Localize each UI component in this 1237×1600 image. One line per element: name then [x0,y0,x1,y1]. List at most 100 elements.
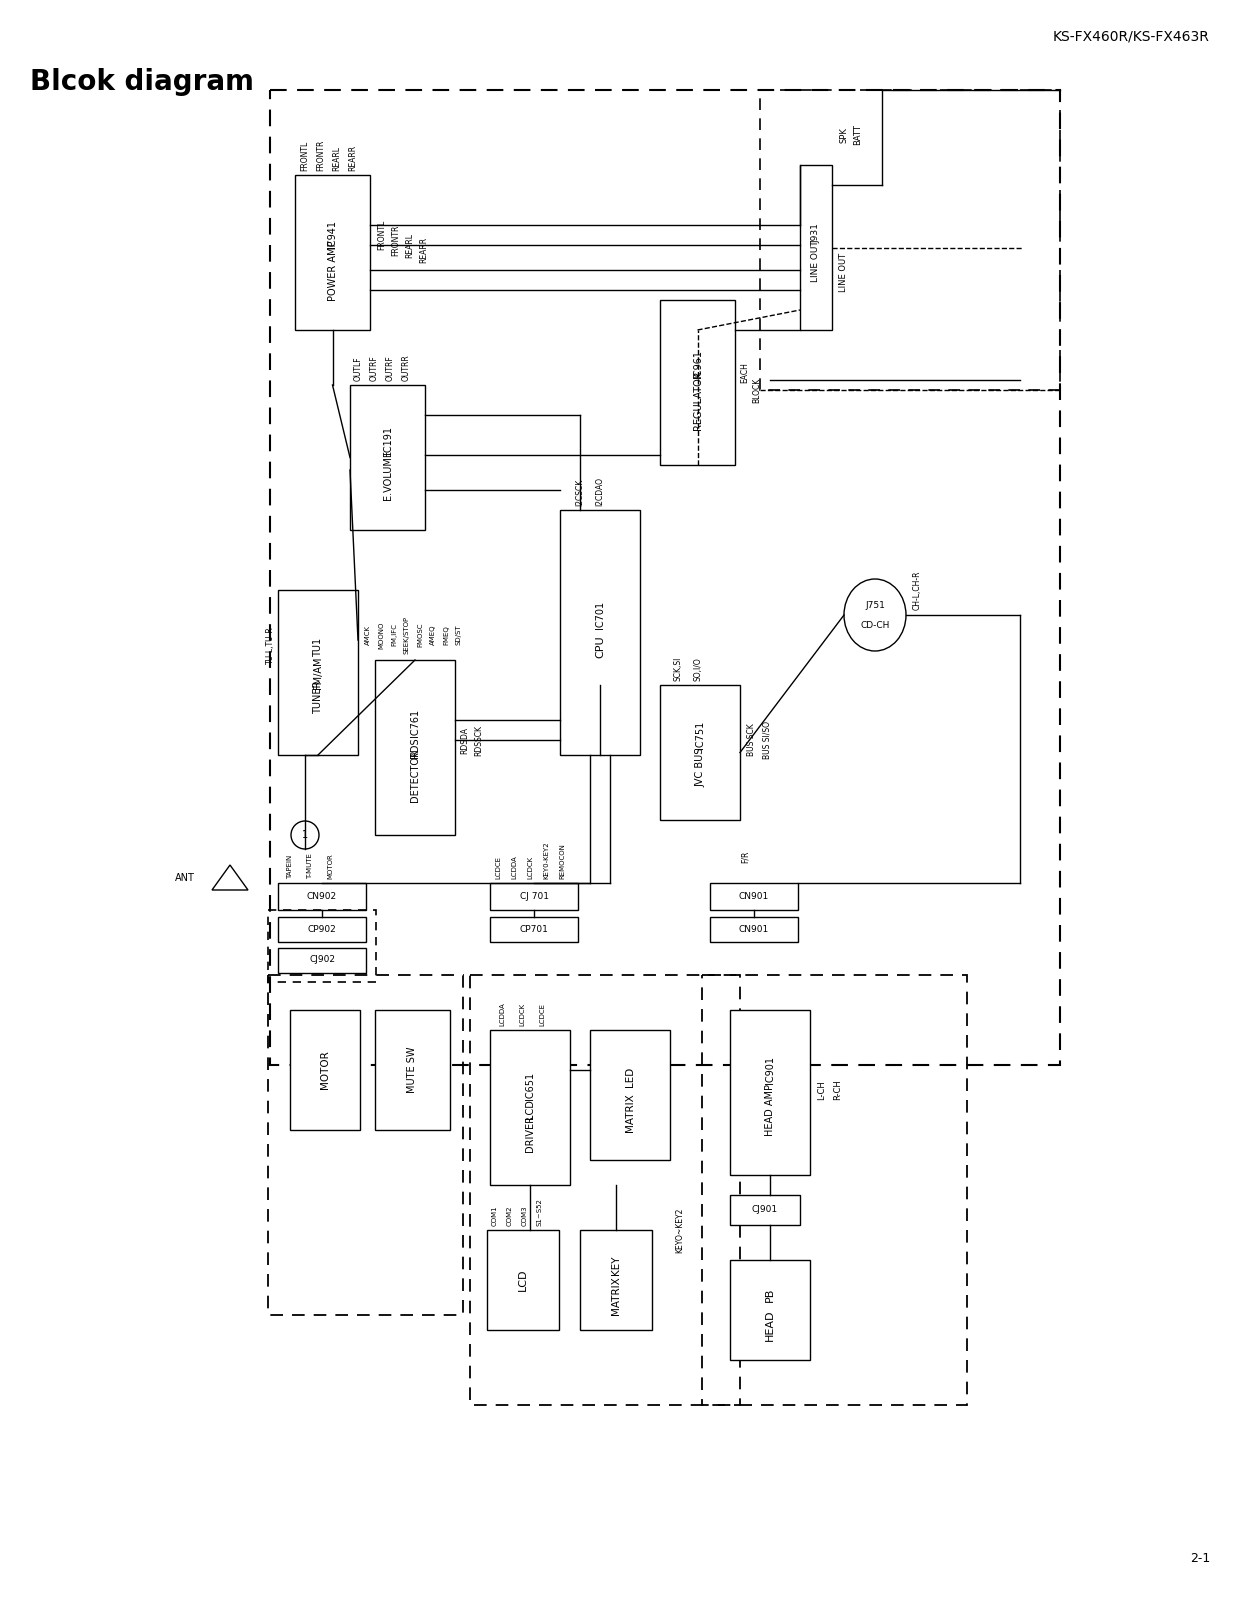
Bar [710,883,798,910]
Text: PB: PB [764,1288,776,1302]
Bar [278,883,366,910]
Text: REARL: REARL [406,232,414,258]
Text: CN902: CN902 [307,893,336,901]
Bar [470,974,740,1405]
Text: DETECTOR: DETECTOR [409,749,421,802]
Text: REARL: REARL [333,146,341,171]
Text: CN901: CN901 [738,893,769,901]
Bar [760,90,1060,390]
Bar [661,301,735,466]
Ellipse shape [844,579,905,651]
Text: OUTRF: OUTRF [386,355,395,381]
Text: MATRIX: MATRIX [625,1094,635,1133]
Text: CD-CH: CD-CH [860,621,889,629]
Text: FRONTR: FRONTR [317,139,325,171]
Text: BUS SCK: BUS SCK [747,723,757,757]
Text: OUTRF: OUTRF [370,355,379,381]
Bar [590,1030,670,1160]
Text: TUNER: TUNER [313,682,323,714]
Bar [730,1261,810,1360]
Text: JVC BUS: JVC BUS [695,747,705,787]
Text: FRONTL: FRONTL [301,141,309,171]
Bar [270,90,1060,1066]
Bar [375,1010,450,1130]
Bar [490,883,578,910]
Bar [661,685,740,819]
Text: R-CH: R-CH [834,1080,842,1101]
Text: FMEQ: FMEQ [443,626,449,645]
Text: BATT: BATT [854,125,862,146]
Text: REARR: REARR [349,146,357,171]
Text: CN901: CN901 [738,925,769,933]
Text: TAPEIN: TAPEIN [287,854,293,878]
Text: COM1: COM1 [492,1205,499,1226]
Circle shape [291,821,319,850]
Text: ANT: ANT [176,874,195,883]
Bar [560,510,640,755]
Bar [278,590,357,755]
Text: SPK: SPK [840,126,849,142]
Bar [487,1230,559,1330]
Text: LCDCE: LCDCE [495,856,501,878]
Bar [730,1010,810,1174]
Text: LCDCE: LCDCE [539,1003,546,1026]
Text: KEYO~KEY2: KEYO~KEY2 [675,1208,684,1253]
Text: KEY: KEY [611,1256,621,1275]
Text: CP902: CP902 [308,925,336,933]
Bar [800,165,833,330]
Text: LCDDA: LCDDA [499,1002,505,1026]
Text: Blcok diagram: Blcok diagram [30,67,254,96]
Text: IC651: IC651 [524,1072,534,1099]
Text: IC901: IC901 [764,1056,776,1085]
Bar [730,1195,800,1226]
Bar [294,174,370,330]
Text: IC751: IC751 [695,720,705,749]
Text: IC941: IC941 [328,221,338,248]
Text: LCDCK: LCDCK [520,1003,524,1026]
Text: IC761: IC761 [409,709,421,736]
Text: LED: LED [625,1067,635,1086]
Text: REMOCON: REMOCON [559,843,565,878]
Text: SCK,SI: SCK,SI [673,656,683,682]
Text: LCD: LCD [518,1269,528,1291]
Text: REARR: REARR [419,237,428,262]
Bar [490,1030,570,1186]
Text: RDSSCK: RDSSCK [475,725,484,755]
Text: MOTOR: MOTOR [320,1051,330,1090]
Text: F/R: F/R [741,851,750,862]
Text: CJ902: CJ902 [309,955,335,965]
Text: OUTRR: OUTRR [402,354,411,381]
Text: LCD: LCD [524,1099,534,1120]
Text: LINE OUT: LINE OUT [840,253,849,293]
Bar [278,947,366,973]
Text: SD/ST: SD/ST [456,624,461,645]
Text: REGULATOR: REGULATOR [693,371,703,430]
Text: I2CSCK: I2CSCK [575,478,585,506]
Text: L-CH: L-CH [818,1080,826,1099]
Text: EACH: EACH [741,362,750,382]
Bar [268,910,376,982]
Text: TU1: TU1 [313,638,323,658]
Text: FRONTL: FRONTL [377,219,386,250]
Text: CPU: CPU [595,635,605,658]
Bar [375,659,455,835]
Text: 1: 1 [302,830,308,840]
Text: KEY0-KEY2: KEY0-KEY2 [543,842,549,878]
Text: KS-FX460R/KS-FX463R: KS-FX460R/KS-FX463R [1053,30,1210,43]
Text: I2CDAO: I2CDAO [595,477,605,506]
Text: T-MUTE: T-MUTE [307,853,313,878]
Text: AMEQ: AMEQ [430,624,435,645]
Bar [580,1230,652,1330]
Text: OUTLF: OUTLF [354,357,362,381]
Text: CP701: CP701 [520,925,548,933]
Text: E.VOLUME: E.VOLUME [382,451,392,501]
Text: IC191: IC191 [382,426,392,453]
Bar [710,917,798,942]
Text: FRONTR: FRONTR [391,224,401,256]
Text: SEEK/STOP: SEEK/STOP [404,616,409,654]
Bar [350,386,426,530]
Text: MOONO: MOONO [379,621,383,648]
Text: DRIVER: DRIVER [524,1115,534,1152]
Text: LCDCK: LCDCK [527,856,533,878]
Text: LINE OUT: LINE OUT [811,240,820,282]
